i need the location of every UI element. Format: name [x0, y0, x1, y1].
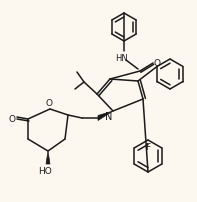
Text: O: O — [8, 114, 16, 123]
Text: N: N — [105, 112, 113, 121]
Text: HN: HN — [116, 53, 128, 62]
Text: HO: HO — [38, 167, 52, 176]
Text: O: O — [46, 99, 52, 108]
Polygon shape — [46, 151, 50, 164]
Text: F: F — [145, 143, 151, 152]
Polygon shape — [98, 112, 113, 121]
Text: O: O — [153, 58, 161, 67]
